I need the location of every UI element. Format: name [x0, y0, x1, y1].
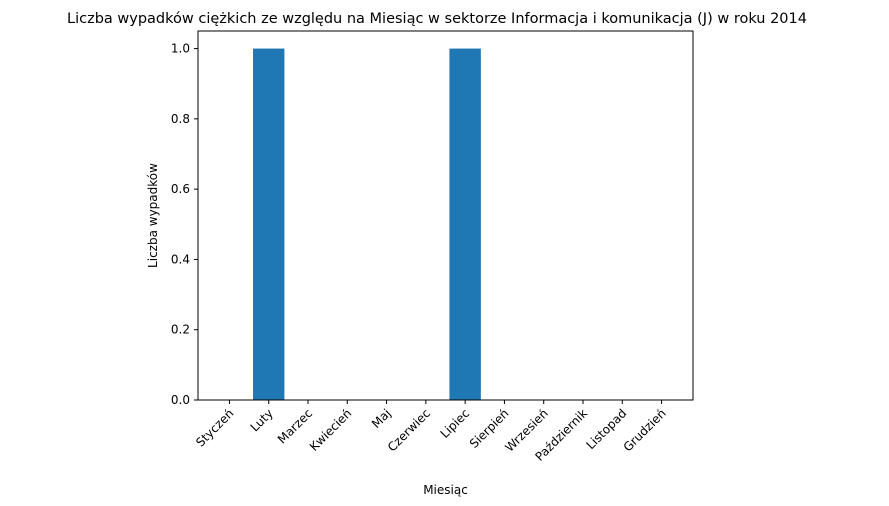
y-tick-label: 0.6	[171, 182, 190, 196]
chart-title: Liczba wypadków ciężkich ze względu na M…	[67, 11, 807, 27]
bar-luty	[253, 48, 285, 400]
y-tick-label: 0.0	[171, 393, 190, 407]
x-tick-label: Lipiec	[438, 406, 473, 441]
y-tick-label: 0.2	[171, 323, 190, 337]
x-tick-label: Grudzień	[621, 406, 669, 454]
bars-group	[253, 48, 481, 400]
x-axis-label: Miesiąc	[423, 483, 468, 497]
x-tick-label: Kwiecień	[307, 406, 355, 454]
x-tick-label: Maj	[369, 406, 394, 431]
x-tick-label: Styczeń	[193, 406, 236, 449]
y-axis-label: Liczba wypadków	[146, 163, 160, 268]
x-tick-label: Czerwiec	[385, 406, 433, 454]
y-tick-label: 1.0	[171, 42, 190, 56]
x-tick-label: Luty	[248, 406, 276, 434]
plot-frame	[197, 30, 694, 401]
y-tick-label: 0.8	[171, 112, 190, 126]
y-tick-label: 0.4	[171, 252, 190, 266]
y-axis: 0.0 0.2 0.4 0.6 0.8 1.0	[171, 42, 198, 407]
bar-lipiec	[449, 48, 481, 400]
